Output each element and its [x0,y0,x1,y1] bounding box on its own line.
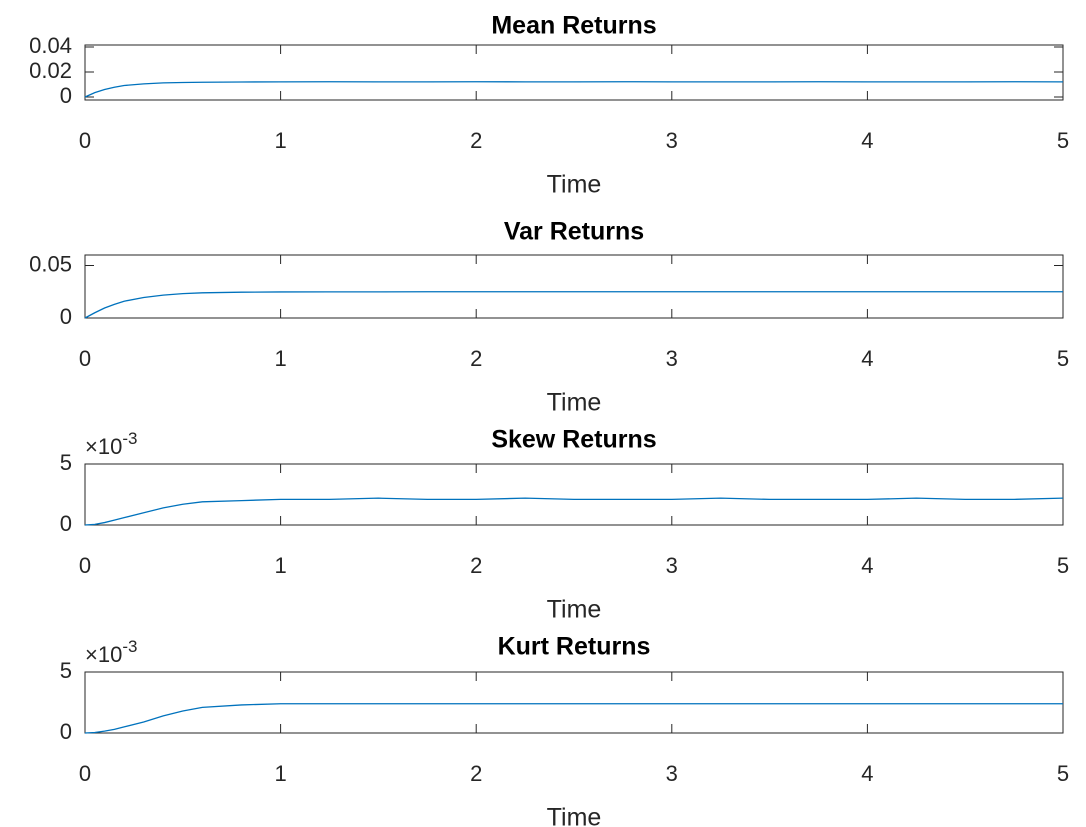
x-tick-label: 3 [666,761,678,786]
x-tick-label: 3 [666,553,678,578]
x-tick-label: 2 [470,553,482,578]
x-axis-label: Time [547,389,602,417]
x-tick-label: 2 [470,761,482,786]
x-tick-label: 4 [861,346,873,371]
x-tick-label: 2 [470,346,482,371]
x-axis-label: Time [547,171,602,199]
multiplier-exponent: -3 [122,637,137,656]
x-axis-label: Time [547,804,602,827]
subplot-title: Var Returns [504,218,644,246]
axes-box [84,463,1064,526]
y-tick-label: 0.04 [29,33,72,58]
x-axis-label: Time [547,596,602,624]
axes-box [84,671,1064,734]
subplot-title: Skew Returns [491,426,656,454]
y-tick-label: 0.02 [29,58,72,83]
subplot-title: Kurt Returns [498,633,651,661]
y-tick-label: 0 [60,83,72,108]
x-tick-label: 0 [79,128,91,153]
series-line [84,291,1063,319]
subplot-title: Mean Returns [491,12,656,40]
x-tick-label: 1 [274,128,286,153]
x-tick-label: 2 [470,128,482,153]
y-tick-label: 0.05 [29,251,72,276]
x-tick-label: 1 [274,553,286,578]
y-tick-label: 5 [60,658,72,683]
y-multiplier: ×10-3 [85,637,137,666]
multiplier-exponent: -3 [122,429,137,448]
series-line [84,497,1064,526]
x-tick-label: 5 [1057,761,1069,786]
x-tick-label: 1 [274,761,286,786]
x-tick-label: 4 [861,128,873,153]
series-line [84,81,1064,98]
multiplier-base: ×10 [85,642,122,667]
x-tick-label: 5 [1057,553,1069,578]
y-tick-label: 0 [60,719,72,744]
series-line [84,703,1063,734]
y-tick-label: 5 [60,450,72,475]
y-tick-label: 0 [60,511,72,536]
y-tick-label: 0 [60,304,72,329]
x-tick-label: 4 [861,761,873,786]
x-tick-label: 1 [274,346,286,371]
axes-box [84,254,1064,319]
x-tick-label: 0 [79,761,91,786]
x-tick-label: 0 [79,553,91,578]
axes-box [84,44,1064,101]
multiplier-base: ×10 [85,434,122,459]
x-tick-label: 4 [861,553,873,578]
x-tick-label: 5 [1057,346,1069,371]
x-tick-label: 0 [79,346,91,371]
y-multiplier: ×10-3 [85,429,137,458]
x-tick-label: 3 [666,128,678,153]
x-tick-label: 5 [1057,128,1069,153]
x-tick-label: 3 [666,346,678,371]
